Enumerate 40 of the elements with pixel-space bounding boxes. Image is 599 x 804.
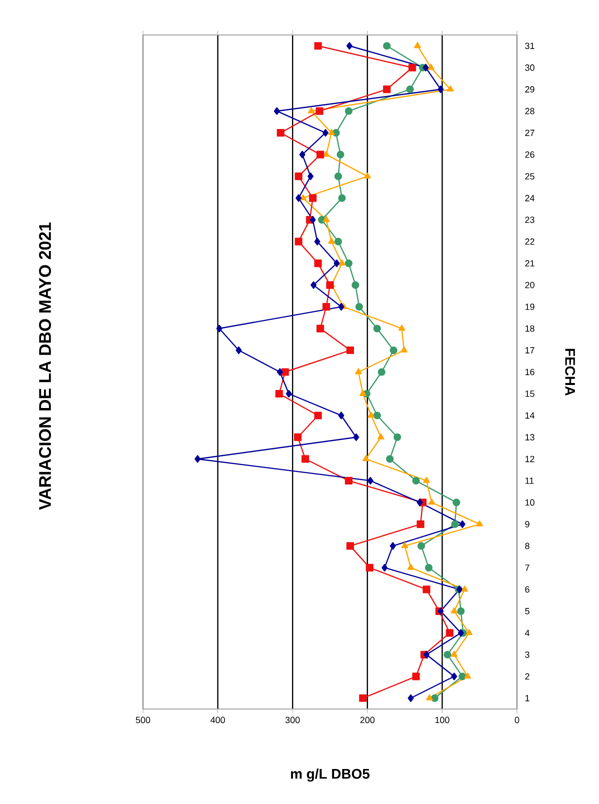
- y-tick-label: 29: [525, 86, 534, 93]
- x-tick-label: 100: [435, 716, 450, 724]
- y-tick-label: 23: [525, 216, 534, 223]
- y-tick-label: 19: [525, 304, 534, 310]
- y-tick-label: 7: [525, 564, 530, 571]
- y-tick-label: 4: [524, 630, 530, 636]
- y-tick-label: 5: [525, 608, 530, 614]
- y-tick-label: 20: [525, 282, 534, 288]
- y-tick-label: 11: [525, 478, 534, 484]
- y-tick-label: 14: [525, 412, 534, 419]
- y-tick-label: 13: [525, 434, 534, 440]
- y-tick-label: 25: [525, 173, 534, 180]
- x-tick-label: 400: [210, 716, 225, 724]
- y-tick-label: 26: [525, 151, 534, 158]
- y-tick-label: 12: [525, 456, 534, 462]
- y-tick-label: 31: [525, 42, 534, 50]
- text: VARIACION DE LA DBO MAYO 2021: [39, 222, 52, 510]
- x-tick-label: 500: [136, 716, 150, 724]
- y-tick-label: 21: [525, 260, 534, 266]
- y-tick-label: 9: [525, 521, 530, 528]
- y-tick-label: 28: [525, 108, 534, 114]
- y-tick-label: 3: [525, 651, 530, 658]
- y-tick-label: 22: [525, 238, 534, 245]
- y-tick-label: 1: [525, 695, 530, 702]
- y-tick-label: 15: [525, 390, 534, 397]
- y-tick-label: 24: [525, 194, 534, 202]
- y-tick-label: 16: [525, 368, 534, 376]
- y-tick-label: 18: [525, 325, 534, 332]
- x-axis-title: m g/L DBO5: [291, 768, 370, 782]
- x-tick-label: 0: [514, 716, 520, 724]
- y-tick-label: 8: [525, 542, 530, 550]
- y-tick-label: 10: [525, 499, 534, 506]
- x-tick-label: 200: [360, 716, 375, 724]
- y-tick-label: 6: [525, 586, 530, 593]
- x-tick-label: 300: [285, 716, 300, 724]
- y-axis-title: FECHA: [565, 348, 576, 396]
- y-tick-label: 2: [525, 673, 530, 680]
- y-tick-label: 27: [525, 130, 534, 136]
- y-tick-label: 30: [525, 64, 534, 71]
- y-tick-label: 17: [525, 347, 534, 354]
